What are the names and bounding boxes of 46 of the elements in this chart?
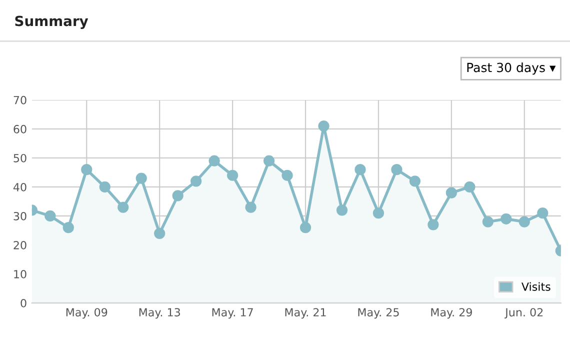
point [136,172,147,184]
point [482,216,494,228]
point [318,120,330,132]
point [409,176,421,187]
point [354,164,366,176]
x-tick-label: Jun. 02 [504,308,543,319]
point [245,202,256,213]
point [263,155,275,166]
point [118,202,129,213]
x-tick-label: May. 29 [431,308,472,319]
y-tick-label: 30 [14,212,26,220]
point [518,216,530,228]
point [227,170,238,181]
x-tick-label: May. 25 [358,308,399,319]
point [372,208,384,219]
point [62,222,74,234]
point [190,176,202,187]
point [428,219,439,230]
point [537,208,548,219]
y-tick-label: 20 [14,240,26,250]
y-tick-label: 40 [13,182,26,192]
point [500,213,512,224]
x-tick-label: May. 09 [66,308,108,319]
y-tick-label: 70 [14,96,26,104]
x-tick-label: May. 21 [285,308,326,319]
y-tick-label: 50 [14,154,26,162]
point [391,164,402,176]
point [300,222,312,234]
y-tick-label: 60 [14,124,26,134]
chart-title: Summary [15,16,88,30]
point [336,204,348,216]
text: Past 30 days ▾ [467,62,556,75]
point [464,181,476,193]
point [282,170,293,181]
x-tick-label: May. 13 [139,308,180,319]
point [44,210,56,222]
point [81,164,92,176]
y-tick-label: 10 [14,270,26,278]
point [172,190,184,202]
point [446,187,457,198]
y-tick-label: 0 [20,298,26,308]
point [99,181,110,193]
x-tick-label: May. 17 [212,308,253,319]
point [208,155,220,166]
legend-label: Visits [522,282,550,291]
point [154,228,166,239]
